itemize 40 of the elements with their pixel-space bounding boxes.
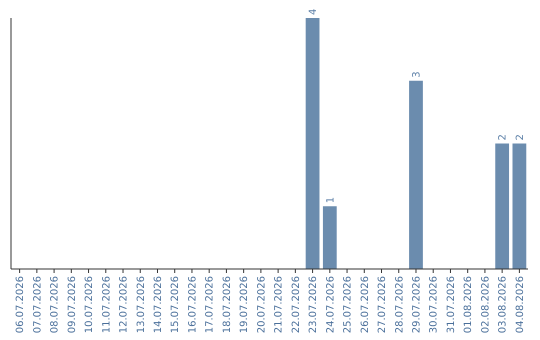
x-tick-label: 25.07.2026	[342, 276, 354, 334]
data-label: 2	[498, 134, 509, 140]
x-tick-label: 29.07.2026	[411, 276, 422, 334]
data-label: 2	[514, 134, 526, 140]
x-tick-label: 01.08.2026	[463, 276, 474, 334]
x-tick-label: 09.07.2026	[66, 276, 78, 334]
x-tick-label: 20.07.2026	[256, 276, 268, 334]
x-tick-label: 30.07.2026	[428, 276, 440, 334]
data-label: 3	[411, 71, 422, 78]
x-tick-label: 23.07.2026	[308, 276, 320, 334]
x-tick-label: 31.07.2026	[446, 276, 457, 334]
x-tick-label: 17.07.2026	[204, 276, 216, 334]
x-tick-label: 04.08.2026	[514, 276, 526, 334]
x-tick-label: 15.07.2026	[170, 276, 182, 334]
bar	[322, 206, 337, 269]
x-tick-label: 27.07.2026	[377, 276, 388, 334]
x-tick-label: 26.07.2026	[360, 276, 371, 334]
x-tick-label: 24.07.2026	[325, 276, 336, 334]
bar	[512, 144, 526, 269]
x-tick-label: 03.08.2026	[498, 276, 509, 334]
bar	[306, 18, 320, 269]
x-tick-label: 10.07.2026	[84, 276, 96, 334]
x-tick-label: 18.07.2026	[222, 276, 233, 334]
data-label: 4	[308, 8, 320, 15]
x-tick-label: 11.07.2026	[101, 276, 112, 334]
bar	[495, 144, 510, 269]
x-tick-label: 02.08.2026	[480, 276, 492, 334]
x-tick-label: 14.07.2026	[152, 276, 164, 334]
x-tick-label: 22.07.2026	[290, 276, 302, 334]
data-label: 1	[325, 196, 336, 204]
x-tick-label: 06.07.2026	[15, 276, 26, 334]
x-tick-label: 19.07.2026	[239, 276, 250, 334]
x-tick-label: 21.07.2026	[274, 276, 285, 334]
x-tick-label: 16.07.2026	[187, 276, 198, 334]
x-tick-label: 13.07.2026	[136, 276, 147, 334]
x-tick-label: 08.07.2026	[50, 276, 61, 334]
x-tick-label: 28.07.2026	[394, 276, 406, 334]
x-tick-label: 07.07.2026	[32, 276, 44, 334]
bar	[409, 80, 423, 269]
x-tick-label: 12.07.2026	[118, 276, 130, 334]
